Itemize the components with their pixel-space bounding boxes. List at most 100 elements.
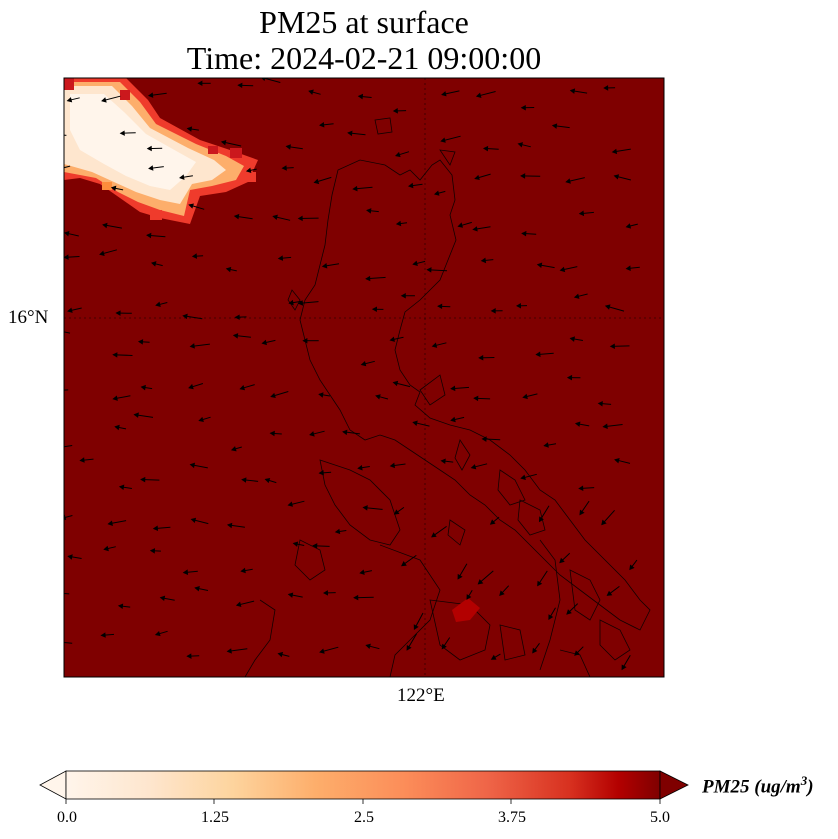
wind-arrow-head: [232, 333, 239, 339]
wind-arrow-head: [579, 509, 585, 516]
wind-arrow-head: [182, 569, 189, 575]
wind-arrow-head: [604, 304, 611, 310]
wind-arrow-head: [543, 442, 549, 448]
wind-arrow-head: [566, 374, 573, 381]
wind-arrow-head: [313, 178, 320, 185]
wind-arrow-head: [226, 648, 232, 654]
wind-arrow-head: [194, 585, 200, 592]
pm25-map: [50, 77, 665, 678]
wind-arrow-head: [450, 385, 456, 392]
map-title-variable: PM25 at surface: [259, 4, 469, 40]
wind-arrow-head: [197, 80, 203, 87]
wind-arrow-head: [401, 561, 407, 567]
wind-arrow-head: [473, 395, 479, 402]
wind-arrow-head: [477, 579, 484, 585]
wind-arrow-head: [522, 393, 528, 400]
wind-arrow-head: [103, 545, 109, 552]
wind-arrow-head: [357, 464, 363, 471]
wind-arrow-head: [312, 543, 318, 549]
wind-arrow-head: [272, 214, 278, 221]
wind-arrow-head: [548, 614, 554, 621]
wind-arrow-head: [597, 401, 603, 407]
colorbar-gradient: [65, 770, 661, 800]
wind-arrow-head: [431, 342, 438, 348]
wind-arrow-head: [559, 266, 566, 273]
wind-arrow-head: [186, 653, 192, 659]
wind-arrow-head: [297, 215, 303, 222]
wind-arrow-head: [357, 93, 364, 100]
wind-arrow-head: [152, 525, 159, 531]
wind-arrow-head: [179, 174, 185, 180]
wind-arrow-head: [359, 569, 365, 575]
wind-arrow-head: [566, 609, 572, 615]
wind-arrow-head: [67, 307, 73, 313]
wind-arrow-head: [137, 339, 144, 345]
wind-arrow-head: [239, 385, 246, 391]
wind-arrow-head: [245, 167, 252, 174]
wind-arrow-head: [191, 253, 198, 259]
wind-arrow-head: [625, 265, 631, 271]
wind-arrow-head: [133, 412, 139, 418]
wind-arrow-head: [318, 392, 324, 398]
wind-arrow-head: [285, 144, 291, 150]
wind-arrow-head: [188, 383, 194, 390]
wind-arrow-head: [155, 301, 161, 307]
wind-arrow-head: [489, 519, 496, 525]
wind-arrow-head: [347, 130, 353, 137]
wind-arrow-shaft: [64, 445, 73, 448]
wind-arrow-head: [569, 88, 576, 94]
wind-arrow-head: [287, 501, 293, 507]
wind-arrow-head: [287, 592, 294, 598]
wind-arrow-head: [64, 167, 65, 171]
wind-arrow-head: [521, 230, 527, 237]
wind-arrow-head: [551, 123, 558, 129]
wind-arrow-head: [625, 223, 632, 229]
wind-arrow-head: [50, 132, 54, 136]
wind-arrow-head: [578, 485, 584, 492]
wind-arrow-head: [466, 594, 472, 600]
wind-arrow-head: [450, 416, 456, 423]
wind-arrow-head: [151, 261, 157, 267]
wind-arrow-head: [198, 416, 204, 423]
wind-arrow-head: [234, 314, 240, 320]
wind-arrow-head: [79, 457, 85, 463]
wind-arrow-head: [99, 250, 105, 256]
wind-arrow-head: [392, 108, 398, 114]
wind-arrow-head: [112, 352, 118, 358]
wind-arrow-shaft: [64, 641, 73, 644]
wind-arrow-head: [237, 82, 243, 89]
colorbar-tick-1: 1.25: [201, 809, 229, 826]
wind-arrow-head: [400, 293, 406, 299]
wind-arrow-head: [64, 230, 70, 237]
wind-arrow-head: [101, 97, 107, 103]
colorbar-high-extend: [659, 770, 689, 800]
wind-arrow-head: [322, 590, 329, 596]
wind-arrow-head: [188, 203, 194, 209]
wind-arrow-head: [112, 395, 118, 401]
wind-arrow-head: [481, 436, 487, 442]
wind-arrow-head: [318, 470, 324, 476]
wind-arrow-head: [393, 509, 400, 515]
wind-arrow-head: [110, 185, 117, 192]
wind-arrow-head: [102, 222, 108, 229]
wind-arrow-head: [389, 336, 395, 342]
wind-arrow-head: [146, 232, 152, 239]
wind-arrow-head: [412, 260, 418, 266]
wind-arrow-shaft: [64, 331, 71, 334]
colorbar-tick-0: 0.0: [57, 809, 77, 826]
wind-arrow-head: [375, 394, 381, 400]
wind-arrow-head: [395, 151, 401, 158]
wind-arrow-head: [277, 651, 284, 658]
wind-arrow-head: [574, 421, 581, 427]
wind-arrow-head: [413, 624, 419, 631]
pm25-local-patch: [452, 598, 480, 622]
wind-arrow-head: [569, 336, 576, 342]
wind-arrow-shaft: [64, 389, 69, 391]
wind-arrow-head: [474, 174, 480, 181]
wind-arrow-head: [107, 520, 113, 526]
wind-arrow-head: [342, 429, 348, 436]
wind-arrow-head: [365, 643, 371, 650]
wind-arrow-head: [115, 310, 121, 316]
wind-arrow-head: [281, 165, 287, 171]
wind-arrow-head: [55, 446, 59, 450]
